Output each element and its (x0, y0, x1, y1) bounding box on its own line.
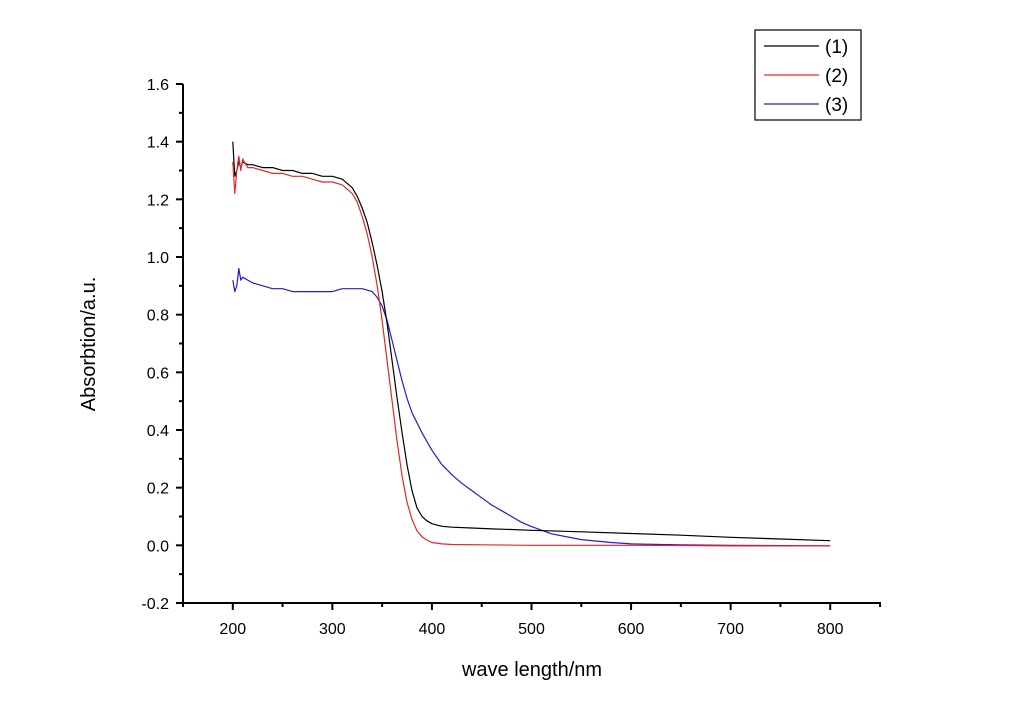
x-tick-label: 500 (518, 621, 545, 638)
x-tick-label: 300 (319, 621, 346, 638)
y-axis-title: Absorbtion/a.u. (78, 277, 100, 412)
y-tick-label: 1.6 (147, 77, 169, 94)
x-ticks: 200 300 400 500 600 700 800 (182, 603, 881, 638)
series-line-3 (232, 267, 831, 547)
series-line-1 (232, 141, 831, 542)
y-tick-label: 0.8 (147, 308, 169, 325)
y-tick-label: 0.6 (147, 365, 169, 382)
y-tick-label: 1.4 (147, 135, 169, 152)
x-tick-label: 800 (817, 621, 844, 638)
x-tick-label: 600 (618, 621, 645, 638)
y-tick-label: 1.0 (147, 250, 169, 267)
plot-series (232, 141, 831, 547)
x-tick-label: 200 (219, 621, 246, 638)
x-axis-title: wave length/nm (461, 659, 602, 681)
y-tick-label: -0.2 (141, 596, 169, 613)
y-tick-label: 0.2 (147, 481, 169, 498)
y-tick-label: 0.0 (147, 538, 169, 555)
y-tick-label: 1.2 (147, 192, 169, 209)
legend-label-1: (1) (825, 37, 848, 58)
x-tick-label: 700 (717, 621, 744, 638)
series-line-2 (232, 155, 831, 547)
x-tick-label: 400 (419, 621, 446, 638)
legend-label-2: (2) (825, 66, 848, 87)
legend-label-3: (3) (825, 95, 848, 116)
y-tick-label: 0.4 (147, 423, 169, 440)
y-ticks: -0.2 0.0 0.2 0.4 0.6 0.8 1.0 1.2 1.4 1.6 (141, 77, 183, 613)
legend: (1) (2) (3) (754, 29, 862, 121)
